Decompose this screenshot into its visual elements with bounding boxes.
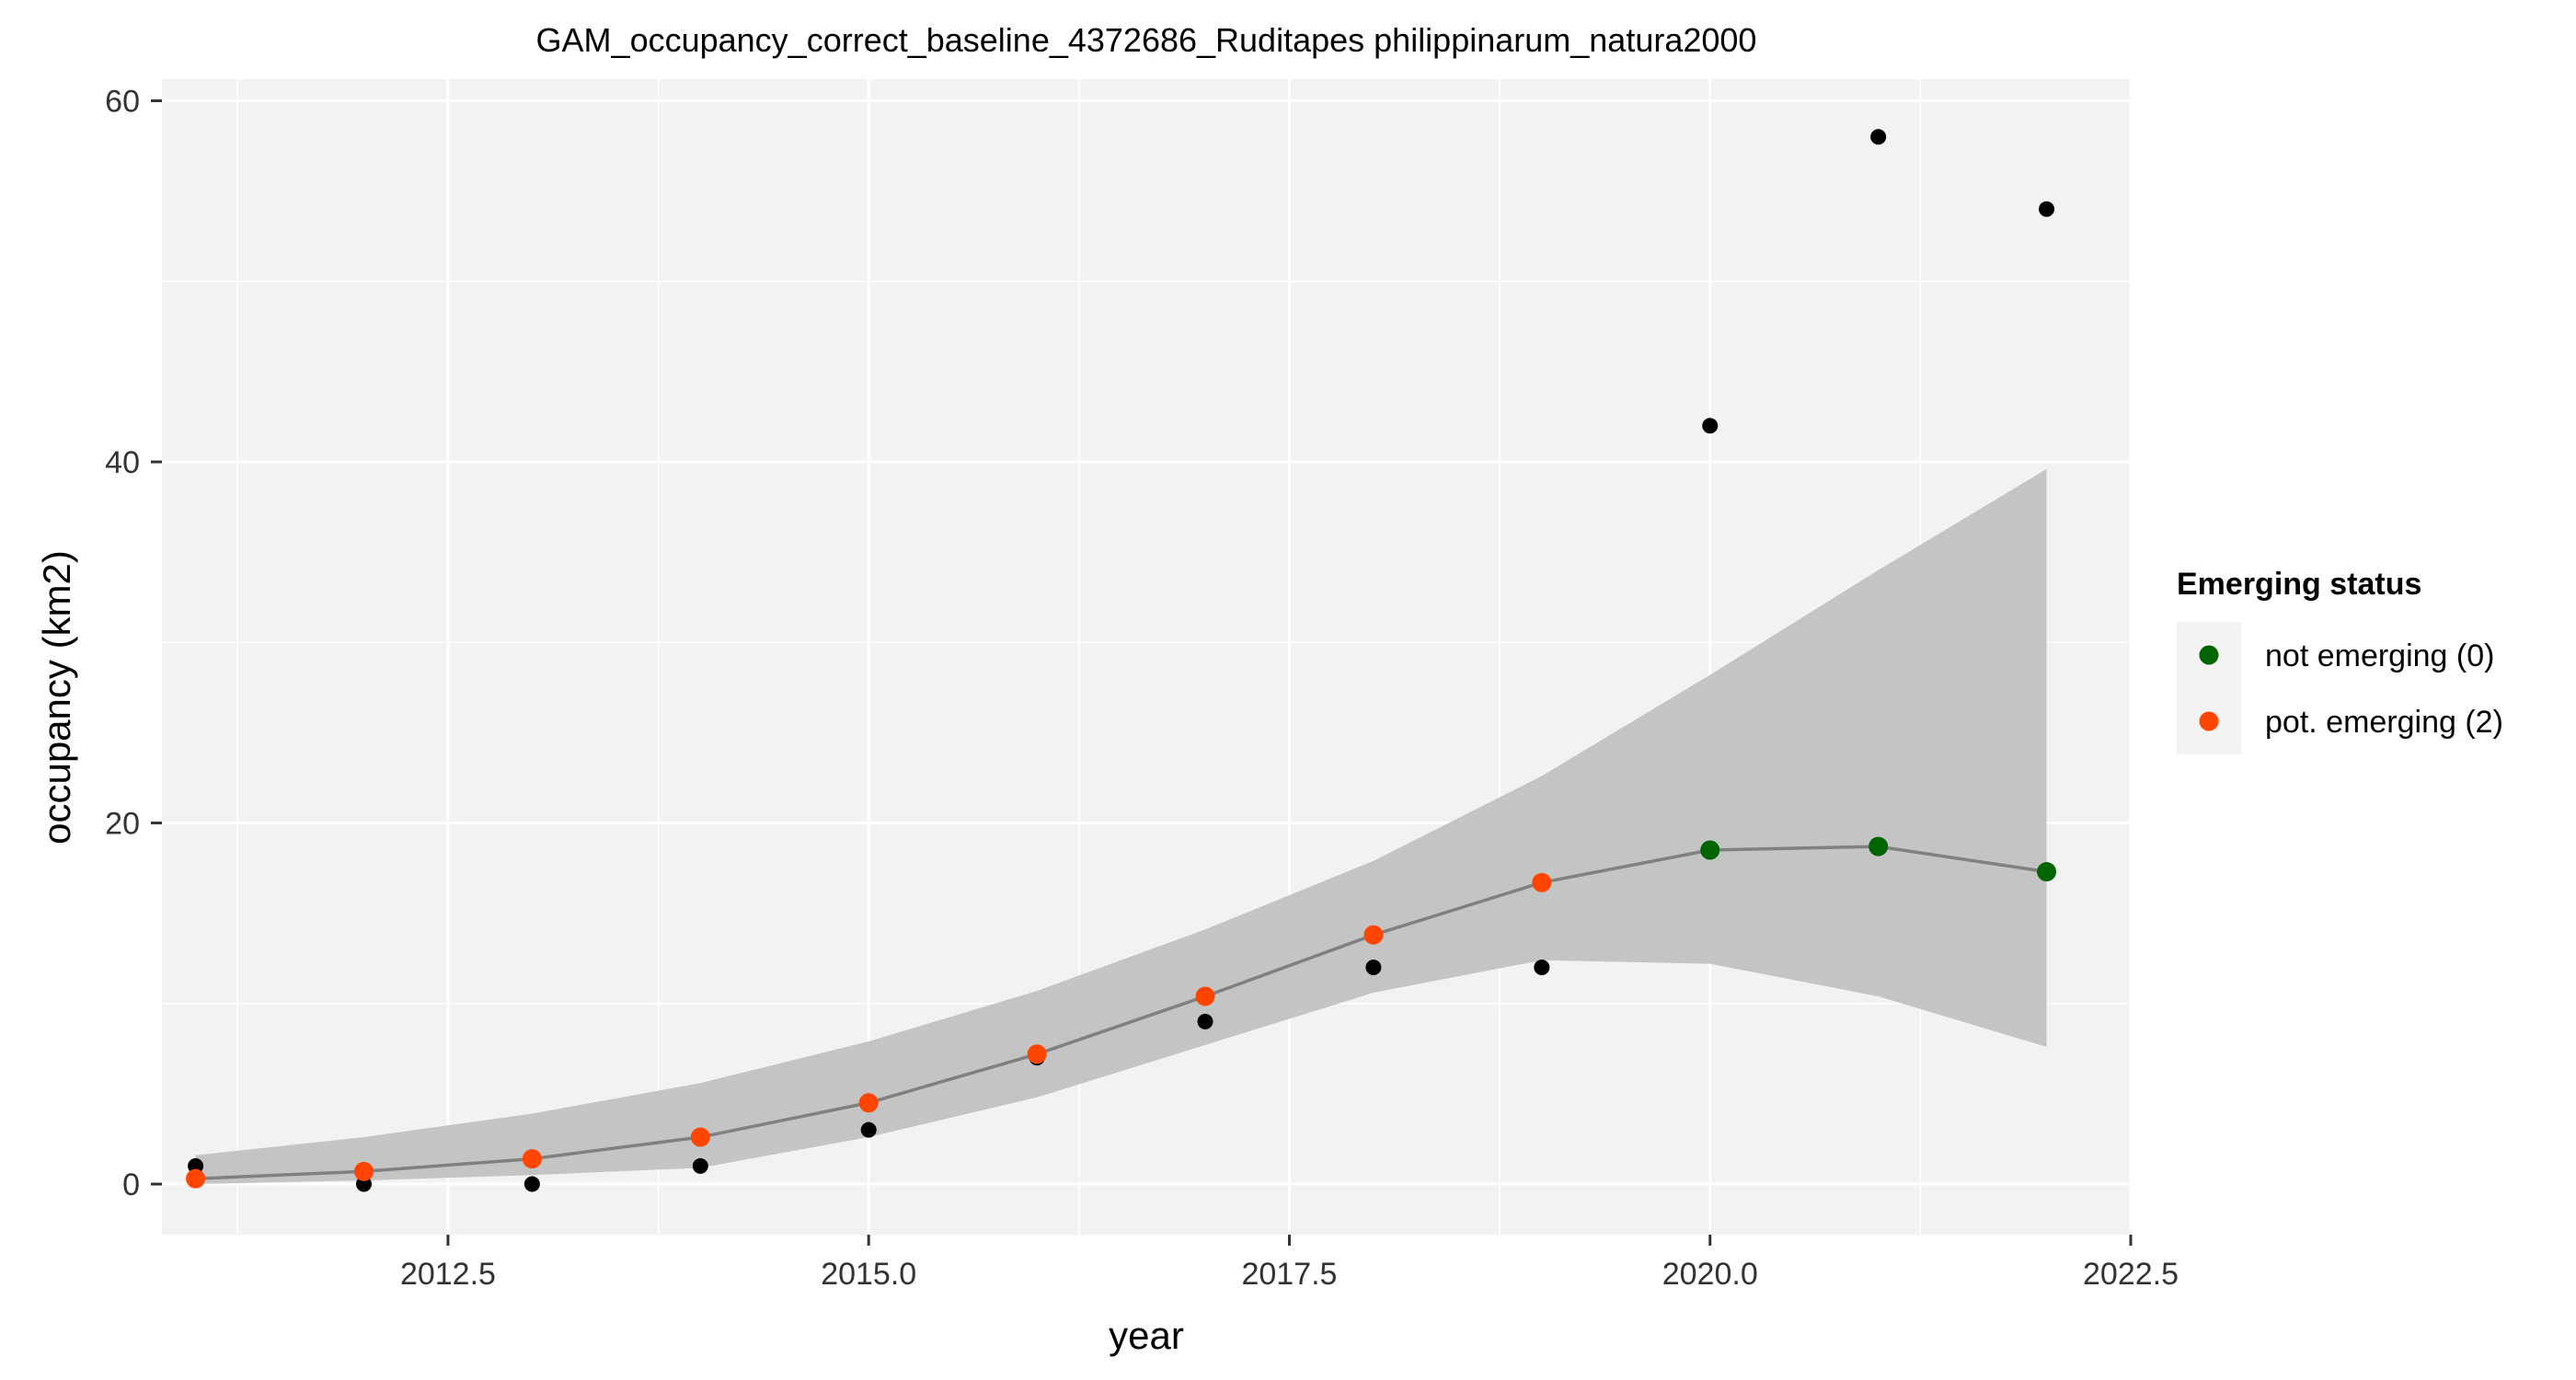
status-point — [522, 1149, 542, 1169]
observed-point — [523, 1176, 540, 1192]
x-axis-title: year — [1109, 1314, 1184, 1357]
confidence-band — [195, 468, 2047, 1184]
y-tick-label: 0 — [122, 1167, 140, 1202]
observed-point — [2039, 201, 2055, 217]
status-point — [1363, 925, 1384, 945]
status-points-layer — [186, 836, 2057, 1189]
observed-point — [692, 1157, 708, 1174]
status-point — [1532, 872, 1552, 892]
legend-title: Emerging status — [2177, 567, 2421, 602]
status-point — [186, 1168, 206, 1189]
status-point — [353, 1161, 374, 1181]
y-axis-title: occupancy (km2) — [35, 550, 78, 845]
legend-key-background — [2177, 622, 2241, 754]
y-tick-label: 20 — [105, 807, 140, 842]
observed-point — [1365, 960, 1382, 976]
fit-line-layer — [195, 845, 2047, 1180]
status-point — [858, 1093, 879, 1113]
fit-line — [195, 845, 2047, 1180]
chart-title: GAM_occupancy_correct_baseline_4372686_R… — [536, 21, 1757, 59]
x-tick-label: 2022.5 — [2083, 1257, 2179, 1292]
legend-label: not emerging (0) — [2265, 638, 2494, 673]
status-point — [1195, 986, 1215, 1006]
y-tick-label: 60 — [105, 85, 140, 120]
x-tick-label: 2012.5 — [400, 1257, 496, 1292]
x-tick-label: 2015.0 — [821, 1257, 916, 1292]
legend-key-pot-emerging — [2199, 711, 2219, 731]
status-point — [2037, 862, 2057, 882]
status-point — [1700, 840, 1720, 860]
status-point — [1027, 1044, 1047, 1064]
observed-point — [1197, 1013, 1213, 1029]
legend-key-not-emerging — [2199, 645, 2219, 665]
grid-lines — [162, 79, 2133, 1235]
observed-point — [860, 1121, 877, 1138]
observed-point — [1702, 418, 1719, 434]
status-point — [1869, 836, 1889, 857]
observed-point — [1870, 129, 1887, 145]
legend: Emerging status not emerging (0) pot. emer… — [2177, 567, 2503, 754]
y-tick-label: 40 — [105, 445, 140, 480]
x-tick-label: 2020.0 — [1662, 1257, 1758, 1292]
legend-label: pot. emerging (2) — [2265, 705, 2503, 740]
x-tick-label: 2017.5 — [1241, 1257, 1337, 1292]
status-point — [690, 1127, 710, 1147]
axes: 0 20 40 60 2012.5 2015.0 2017.5 2020.0 2022.5 — [105, 85, 2179, 1292]
observed-point — [1534, 960, 1550, 976]
confidence-band-layer — [195, 468, 2047, 1184]
